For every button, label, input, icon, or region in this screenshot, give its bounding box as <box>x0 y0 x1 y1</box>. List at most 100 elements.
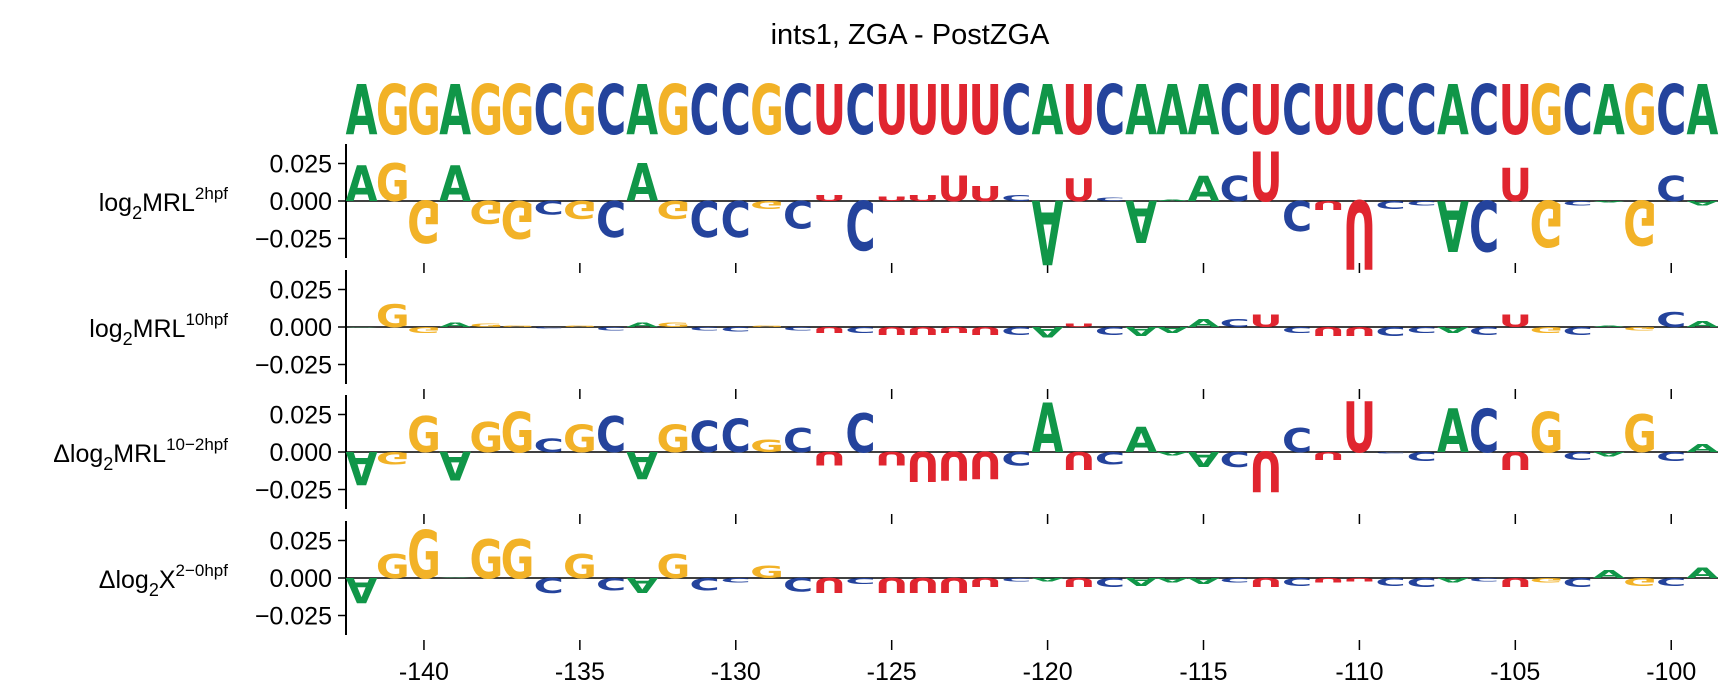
x-tick-label: -125 <box>867 658 917 686</box>
panel-2-letter-21-glyph: U <box>969 324 1002 336</box>
sequence-letter-14: G <box>750 72 784 151</box>
panel-2-letter-14-glyph: G <box>750 325 784 327</box>
panel-3-letter-8-glyph: G <box>563 419 597 462</box>
panel-3-letter-3-glyph: G <box>407 406 441 464</box>
panel-1-letter-23: A <box>1032 179 1064 282</box>
sequence-letter-18: U <box>875 72 908 151</box>
panel-4-letter-18: U <box>875 573 908 597</box>
sequence-letter-7-glyph: C <box>534 72 564 151</box>
panel-4-letter-6: G <box>501 530 535 592</box>
panel-3-letter-10: A <box>626 443 659 486</box>
panel-1-letter-30-glyph: U <box>1249 139 1282 218</box>
panel-3-letter-34: C <box>1375 452 1405 454</box>
panel-4-letter-30-glyph: U <box>1249 575 1282 589</box>
panel-1-letter-32: U <box>1312 198 1345 212</box>
panel-2-letter-27-glyph: A <box>1156 325 1188 335</box>
panel-3-letter-6: G <box>501 401 535 466</box>
panel-2-y-label: log2MRL10hpf <box>89 310 228 349</box>
panel-4-letter-40: C <box>1563 575 1593 589</box>
panel-4-letter-17-glyph: C <box>845 576 875 586</box>
panel-2-letter-39: G <box>1530 325 1564 335</box>
panel-4-y-tick-label: 0.025 <box>269 528 332 556</box>
sequence-letter-7: C <box>534 72 564 151</box>
panel-2-letter-15-glyph: C <box>783 326 813 331</box>
panel-1-letter-9: C <box>596 189 626 247</box>
panel-3-letter-15-glyph: C <box>783 421 813 460</box>
panel-2-letter-1: A <box>346 327 379 328</box>
sequence-letter-38: U <box>1499 72 1532 151</box>
panel-2-letter-2: G <box>376 298 410 334</box>
panel-2-letter-28: A <box>1188 318 1221 330</box>
panel-2-letter-7-glyph: C <box>534 327 564 329</box>
panel-3-letter-9-glyph: C <box>596 406 626 464</box>
panel-1-y-tick-label: 0.000 <box>269 188 332 216</box>
panel-3-letter-31-glyph: C <box>1282 421 1312 460</box>
sequence-letter-25-glyph: C <box>1095 72 1125 151</box>
panel-4-letter-7-glyph: C <box>534 573 564 597</box>
panel-4-letter-36-glyph: A <box>1437 577 1469 584</box>
panel-3-letter-35: C <box>1407 449 1437 463</box>
panel-3-letter-9: C <box>596 406 626 464</box>
panel-4-letter-39-glyph: G <box>1530 577 1564 584</box>
panel-1-letter-2: G <box>376 154 410 214</box>
panel-3-letter-23: A <box>1032 390 1064 469</box>
sequence-letter-35: C <box>1407 72 1437 151</box>
panel-3-letter-21: U <box>969 443 1002 486</box>
panel-3-letter-15: C <box>783 421 813 460</box>
sequence-letter-2-glyph: G <box>376 72 410 151</box>
panel-2-letter-20-glyph: U <box>937 325 970 335</box>
panel-2-letter-30-glyph: U <box>1249 312 1282 331</box>
panel-4-letter-25: C <box>1095 575 1125 589</box>
panel-3-letter-17: C <box>845 404 875 466</box>
panel-4-letter-21: U <box>969 575 1002 589</box>
sequence-letter-35-glyph: C <box>1407 72 1437 151</box>
sequence-letter-15-glyph: C <box>783 72 813 151</box>
panel-3-letter-11: G <box>657 419 691 462</box>
panel-1-letter-39: G <box>1530 186 1564 261</box>
panel-3-letter-12-glyph: C <box>689 412 719 462</box>
panel-3-letter-32-glyph: U <box>1312 449 1345 461</box>
panel-4-letter-2-glyph: G <box>376 547 410 586</box>
panel-3-y-tick-label: −0.025 <box>255 477 332 505</box>
sequence-letter-5: G <box>469 72 503 151</box>
sequence-letter-28-glyph: A <box>1188 72 1220 151</box>
panel-2-letter-4-glyph: A <box>439 321 471 328</box>
panel-3-letter-20-glyph: U <box>937 442 970 487</box>
sequence-letter-6-glyph: G <box>501 72 535 151</box>
panel-3-letter-44-glyph: A <box>1686 443 1719 455</box>
panel-3-letter-37: C <box>1469 397 1499 467</box>
panel-3-letter-21-glyph: U <box>969 443 1002 486</box>
panel-3-letter-41-glyph: A <box>1593 451 1625 458</box>
panel-1-letter-8: G <box>563 195 597 223</box>
panel-2-letter-32: U <box>1312 324 1345 338</box>
panel-2-y-tick-label: 0.000 <box>269 314 332 342</box>
panel-2-letter-6: G <box>501 325 535 327</box>
panel-2-y-tick-label: 0.025 <box>269 277 332 305</box>
panel-2-y-tick-label: −0.025 <box>255 352 332 380</box>
panel-3-letter-41: A <box>1593 451 1625 458</box>
panel-1-letter-20: U <box>937 169 970 209</box>
sequence-letter-11: G <box>657 72 691 151</box>
panel-2-letter-38-glyph: U <box>1499 312 1532 331</box>
panel-1-letter-42-glyph: G <box>1623 186 1657 258</box>
panel-1-letter-17: C <box>845 184 875 263</box>
panel-2-letter-31-glyph: C <box>1282 325 1312 335</box>
panel-4-letter-7: C <box>534 573 564 597</box>
sequence-letter-23-glyph: A <box>1032 72 1064 151</box>
panel-4-letter-10: A <box>626 573 658 597</box>
panel-3-letter-19-glyph: U <box>906 442 939 490</box>
sequence-letter-26: A <box>1125 72 1157 151</box>
panel-1-letter-24-glyph: U <box>1062 172 1095 208</box>
panel-2-letter-9-glyph: C <box>596 326 626 331</box>
panel-1-letter-3-glyph: G <box>407 187 441 254</box>
panel-4-letter-16: U <box>813 573 846 597</box>
panel-4-y-tick-label: 0.000 <box>269 565 332 593</box>
panel-3-letter-11-glyph: G <box>657 419 691 462</box>
sequence-letter-36-glyph: A <box>1437 72 1469 151</box>
panel-2-letter-12-glyph: C <box>689 326 719 331</box>
panel-1-letter-13: C <box>721 189 751 247</box>
panel-4-letter-35: C <box>1407 575 1437 589</box>
sequence-letter-8: G <box>563 72 597 151</box>
